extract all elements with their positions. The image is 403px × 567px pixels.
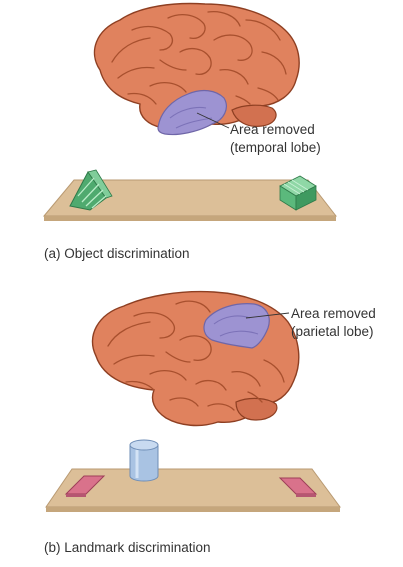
- annotation-a-line2: (temporal lobe): [230, 140, 321, 155]
- annotation-a-line1: Area removed: [230, 122, 315, 137]
- testing-board-b: [45, 468, 341, 512]
- brain-b-illustration: [91, 290, 300, 427]
- triangular-prism: [69, 169, 113, 211]
- panel-b: Area removed (parietal lobe) (b) Landmar…: [44, 290, 376, 555]
- removed-area-parietal: [203, 303, 270, 349]
- annotation-b-line1: Area removed: [291, 306, 376, 321]
- caption-a: (a) Object discrimination: [44, 246, 190, 261]
- annotation-b-line2: (parietal lobe): [291, 324, 374, 339]
- brain-a-illustration: [93, 2, 300, 136]
- food-well-right: [278, 477, 318, 497]
- caption-b: (b) Landmark discrimination: [44, 540, 211, 555]
- testing-board-a: [42, 179, 338, 221]
- panel-a: Area removed (temporal lobe) (a) Object …: [42, 2, 338, 261]
- removed-area-temporal: [157, 89, 227, 136]
- cylinder-landmark: [129, 439, 159, 482]
- annotation-leader-a: [196, 112, 230, 129]
- rectangular-block: [279, 175, 317, 211]
- food-well-left: [64, 475, 106, 497]
- annotation-leader-b: [245, 312, 290, 319]
